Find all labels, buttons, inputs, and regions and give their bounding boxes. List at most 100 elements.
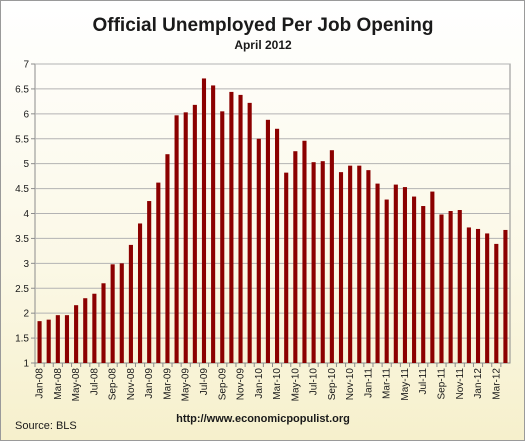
bar <box>402 187 408 363</box>
bar <box>256 138 261 363</box>
bar <box>284 172 289 363</box>
x-tick-label: Jan-12 <box>473 368 484 399</box>
y-tick-label: 2.5 <box>15 284 29 295</box>
bar <box>128 244 133 363</box>
bar <box>494 243 499 363</box>
bar <box>293 151 298 363</box>
x-tick-label: Jan-08 <box>35 368 46 399</box>
x-tick-label: Jan-10 <box>254 368 265 399</box>
bar <box>229 91 234 363</box>
bar <box>384 199 389 363</box>
bar <box>92 293 97 363</box>
bar <box>430 191 435 363</box>
bar <box>475 228 481 363</box>
bar <box>183 112 188 363</box>
source-label: Source: BLS <box>15 420 77 432</box>
y-tick-label: 6 <box>23 109 29 120</box>
bar <box>412 196 417 363</box>
bar <box>201 78 207 364</box>
x-tick-label: Jul-10 <box>309 368 320 396</box>
y-tick-label: 5.5 <box>15 134 29 145</box>
x-tick-label: May-10 <box>290 368 301 402</box>
y-tick-label: 4 <box>23 209 29 220</box>
x-tick-label: Jul-08 <box>89 368 100 396</box>
bar <box>83 298 88 363</box>
y-tick-label: 5 <box>23 159 29 170</box>
bar <box>156 182 161 363</box>
bar <box>439 214 444 363</box>
bar <box>238 94 243 363</box>
bar <box>265 119 270 364</box>
bar <box>55 315 60 363</box>
bar <box>366 170 371 363</box>
x-tick-label: Jul-11 <box>418 368 429 395</box>
bar <box>421 206 426 363</box>
bar <box>320 161 325 363</box>
y-tick-label: 4.5 <box>15 184 29 195</box>
bar <box>485 233 490 363</box>
x-tick-label: Sep-08 <box>108 368 119 401</box>
x-tick-label: Nov-10 <box>345 368 356 401</box>
bar <box>338 172 344 363</box>
bar <box>329 150 334 363</box>
bar <box>211 85 216 363</box>
y-tick-label: 2 <box>23 309 29 320</box>
x-axis: Jan-08 Mar-08 May-08 Jul-08 Sep-08 Nov-08 Jan-… <box>34 363 502 402</box>
x-tick-label: May-11 <box>400 368 411 401</box>
y-tick-label: 1 <box>23 359 29 370</box>
y-tick-label: 1.5 <box>15 334 29 345</box>
bar <box>192 104 197 363</box>
bar <box>110 264 115 363</box>
bar <box>503 229 508 363</box>
bar <box>348 165 353 363</box>
bar <box>64 315 70 363</box>
gridlines <box>34 63 511 364</box>
bars <box>37 78 508 364</box>
x-tick-label: Nov-09 <box>236 368 247 401</box>
bar <box>174 115 179 363</box>
x-tick-label: Mar-08 <box>53 368 64 400</box>
bar <box>46 319 51 363</box>
bar <box>247 102 252 364</box>
y-axis: 1 1.5 2 2.5 3 3.5 4 4.5 5 5.5 6 6.5 7 <box>15 60 35 370</box>
x-tick-label: Nov-11 <box>455 368 466 400</box>
bar <box>37 321 42 363</box>
bar <box>302 140 307 363</box>
x-tick-label: Sep-10 <box>327 368 338 401</box>
bar <box>147 201 152 363</box>
bar <box>393 184 398 363</box>
bar <box>137 223 143 363</box>
bar <box>466 227 471 363</box>
bar <box>457 210 462 363</box>
bar <box>357 165 362 363</box>
y-tick-label: 3 <box>23 259 29 270</box>
x-tick-label: May-08 <box>71 368 82 402</box>
bar <box>448 211 453 363</box>
bar <box>165 154 170 363</box>
bar <box>101 283 106 363</box>
x-tick-label: Sep-11 <box>436 368 447 400</box>
x-tick-label: May-09 <box>181 368 192 402</box>
x-tick-label: Mar-10 <box>272 368 283 400</box>
bar <box>119 263 124 363</box>
x-tick-label: Mar-12 <box>491 368 502 400</box>
x-tick-label: Jan-09 <box>144 368 155 399</box>
x-tick-label: Jul-09 <box>199 368 210 396</box>
y-tick-label: 7 <box>23 60 29 71</box>
y-tick-label: 6.5 <box>15 84 29 95</box>
bar <box>220 111 225 363</box>
chart-title: Official Unemployed Per Job Opening <box>93 15 434 36</box>
chart-subtitle: April 2012 <box>234 38 292 52</box>
x-tick-label: Mar-11 <box>382 368 393 399</box>
x-tick-label: Nov-08 <box>126 368 137 401</box>
x-tick-label: Sep-09 <box>217 368 228 401</box>
x-tick-label: Jan-11 <box>363 368 374 398</box>
bar <box>275 128 280 363</box>
bar <box>74 305 79 363</box>
website-url: http://www.economicpopulist.org <box>176 413 350 425</box>
y-tick-label: 3.5 <box>15 234 29 245</box>
bar <box>311 162 316 363</box>
x-tick-label: Mar-09 <box>162 368 173 400</box>
